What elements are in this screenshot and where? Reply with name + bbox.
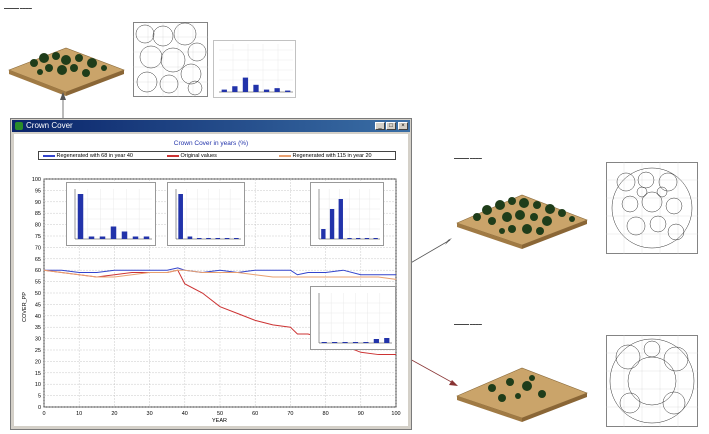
inset-bar <box>347 238 352 239</box>
inset-histogram-4 <box>310 286 396 350</box>
top-plot-3d-view: ▬▬▬▬▬ ▬▬▬▬ <box>4 6 129 96</box>
inset-bar <box>99 236 106 239</box>
x-tick-label: 0 <box>42 411 45 417</box>
inset-bar <box>321 229 326 239</box>
legend-item-regen-40: Regenerated with 68 in year 40 <box>43 152 133 160</box>
y-tick-label: 90 <box>35 200 41 206</box>
inset-bar <box>234 238 239 239</box>
inset-histogram-3 <box>310 182 384 246</box>
inset-bar <box>352 342 359 343</box>
inset-bar <box>342 342 348 343</box>
inset-bar <box>363 342 369 343</box>
x-tick-label: 40 <box>182 411 188 417</box>
inset-bar <box>384 338 390 343</box>
inset-bar <box>88 236 95 239</box>
x-axis-label: YEAR <box>212 418 227 424</box>
y-tick-label: 100 <box>32 177 41 183</box>
inset-bar <box>187 236 193 239</box>
top-crown-map <box>133 22 208 97</box>
series-line-0 <box>44 267 396 276</box>
x-tick-label: 20 <box>111 411 117 417</box>
top-hist-bar <box>232 86 238 92</box>
chart-legend: Regenerated with 68 in year 40 Original … <box>38 151 396 160</box>
legend-item-original: Original values <box>167 152 217 160</box>
inset-bar <box>196 238 202 239</box>
y-tick-label: 0 <box>38 405 41 411</box>
y-axis-label: COVER_PP <box>21 292 28 322</box>
inset-bar <box>373 238 378 239</box>
minimize-button[interactable]: _ <box>375 122 385 130</box>
y-tick-label: 75 <box>35 234 41 240</box>
y-tick-label: 50 <box>35 291 41 297</box>
inset-bar <box>364 238 370 239</box>
inset-bar <box>373 339 379 343</box>
y-tick-label: 70 <box>35 245 41 251</box>
x-tick-label: 10 <box>76 411 82 417</box>
right-bottom-crown-map <box>606 335 698 427</box>
inset-bar <box>132 236 139 239</box>
x-tick-label: 70 <box>287 411 293 417</box>
top-hist-bar <box>253 84 259 92</box>
legend-item-regen-20: Regenerated with 115 in year 20 <box>279 152 372 160</box>
inset-histogram-1 <box>66 182 156 246</box>
app-icon <box>15 122 23 130</box>
crown-cover-window: Crown Cover _ □ × Crown Cover in years (… <box>10 118 412 430</box>
y-tick-label: 15 <box>35 371 41 377</box>
inset-histogram-2 <box>167 182 245 246</box>
inset-bar <box>110 226 117 239</box>
x-tick-label: 80 <box>323 411 329 417</box>
top-hist-bar <box>221 89 227 92</box>
y-tick-label: 40 <box>35 314 41 320</box>
chart-title: Crown Cover in years (%) <box>173 140 249 147</box>
y-tick-label: 65 <box>35 257 41 263</box>
window-titlebar[interactable]: Crown Cover _ □ × <box>12 120 410 132</box>
y-tick-label: 60 <box>35 268 41 274</box>
y-tick-label: 85 <box>35 211 41 217</box>
right-top-plot-3d-view: ▬▬▬▬▬ ▬▬▬▬ <box>452 156 592 250</box>
inset-bar <box>143 236 150 239</box>
y-tick-label: 35 <box>35 325 41 331</box>
y-tick-label: 10 <box>35 382 41 388</box>
inset-bar <box>321 342 327 343</box>
series-line-2 <box>43 269 397 280</box>
top-hist-bar <box>242 77 249 92</box>
inset-bar <box>224 238 230 239</box>
x-tick-label: 90 <box>358 411 364 417</box>
inset-bar <box>77 194 84 239</box>
inset-bar <box>215 238 221 239</box>
inset-bar <box>332 342 338 343</box>
inset-bar <box>356 238 361 239</box>
main-line-chart: 0 5 10 15 20 25 30 35 40 45 50 55 60 65 70 75 80 85 90 95 10… <box>32 177 401 417</box>
y-tick-label: 55 <box>35 280 41 286</box>
close-button[interactable]: × <box>398 122 408 130</box>
y-tick-label: 25 <box>35 348 41 354</box>
y-tick-label: 20 <box>35 359 41 365</box>
top-histogram <box>213 40 296 98</box>
y-tick-label: 45 <box>35 302 41 308</box>
maximize-button[interactable]: □ <box>386 122 396 130</box>
y-tick-label: 80 <box>35 223 41 229</box>
inset-bar <box>178 194 183 239</box>
top-plot-caption: ▬▬▬▬▬ ▬▬▬▬ <box>4 6 32 10</box>
window-title: Crown Cover <box>26 121 73 130</box>
x-tick-label: 100 <box>391 411 400 417</box>
y-tick-label: 5 <box>38 394 41 400</box>
top-hist-bar <box>263 89 270 92</box>
y-tick-label: 95 <box>35 188 41 194</box>
right-top-crown-map <box>606 162 698 254</box>
x-tick-label: 50 <box>217 411 223 417</box>
x-tick-label: 60 <box>252 411 258 417</box>
y-tick-label: 30 <box>35 337 41 343</box>
top-hist-bar <box>285 90 291 92</box>
right-bottom-plot-3d-view: ▬▬▬▬▬ ▬▬▬▬ <box>452 322 592 423</box>
inset-bar <box>338 199 343 239</box>
inset-bar <box>121 231 128 239</box>
inset-bar <box>329 209 335 239</box>
top-hist-bar <box>274 88 280 92</box>
x-tick-label: 30 <box>147 411 153 417</box>
inset-bar <box>206 238 211 239</box>
chart-area: Crown Cover in years (%) Regenerated wit… <box>14 134 408 426</box>
